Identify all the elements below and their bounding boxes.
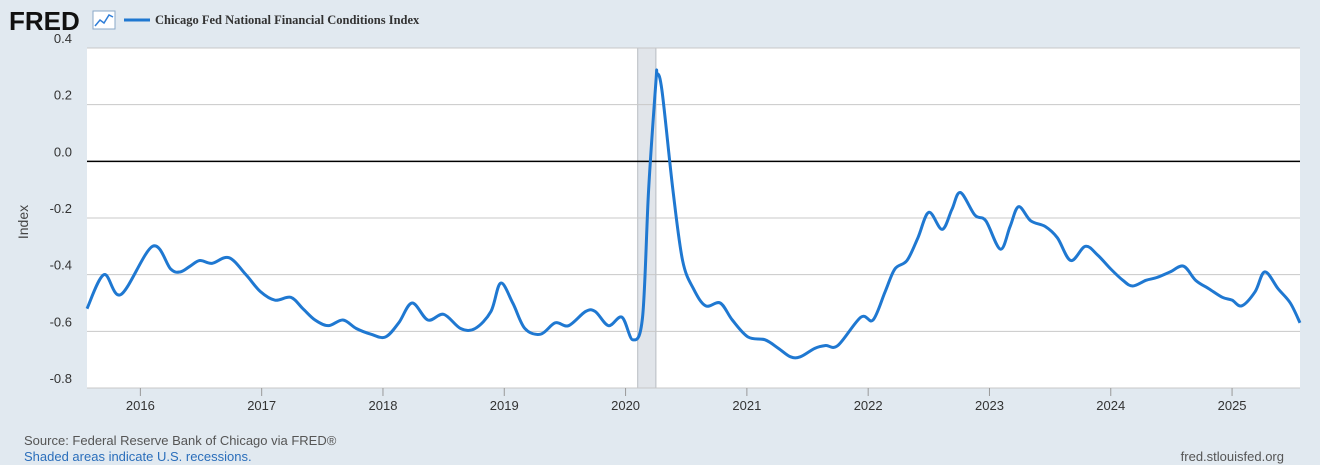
legend-label: Chicago Fed National Financial Condition… [155, 13, 420, 27]
x-tick-label: 2022 [854, 398, 883, 413]
y-tick-label: 0.2 [54, 88, 72, 103]
x-tick-label: 2025 [1218, 398, 1247, 413]
x-tick-label: 2017 [247, 398, 276, 413]
source: Source: Federal Reserve Bank of Chicago … [24, 433, 337, 448]
y-tick-label: -0.2 [50, 201, 72, 216]
y-tick-label: -0.6 [50, 314, 72, 329]
y-tick-label: -0.4 [50, 258, 72, 273]
logo-icon [92, 10, 116, 30]
recession-note: Shaded areas indicate U.S. recessions. [24, 449, 252, 464]
y-tick-label: -0.8 [50, 371, 72, 386]
x-tick-label: 2023 [975, 398, 1004, 413]
logo: FRED [9, 6, 80, 36]
x-tick-label: 2019 [490, 398, 519, 413]
y-tick-label: 0.0 [54, 144, 72, 159]
y-tick-label: 0.4 [54, 31, 72, 46]
x-tick-label: 2021 [732, 398, 761, 413]
x-tick-label: 2024 [1096, 398, 1125, 413]
x-tick-label: 2020 [611, 398, 640, 413]
series-line [85, 68, 1302, 360]
y-axis-label: Index [15, 205, 31, 239]
credit: fred.stlouisfed.org [1181, 449, 1284, 464]
x-tick-label: 2018 [369, 398, 398, 413]
x-tick-label: 2016 [126, 398, 155, 413]
